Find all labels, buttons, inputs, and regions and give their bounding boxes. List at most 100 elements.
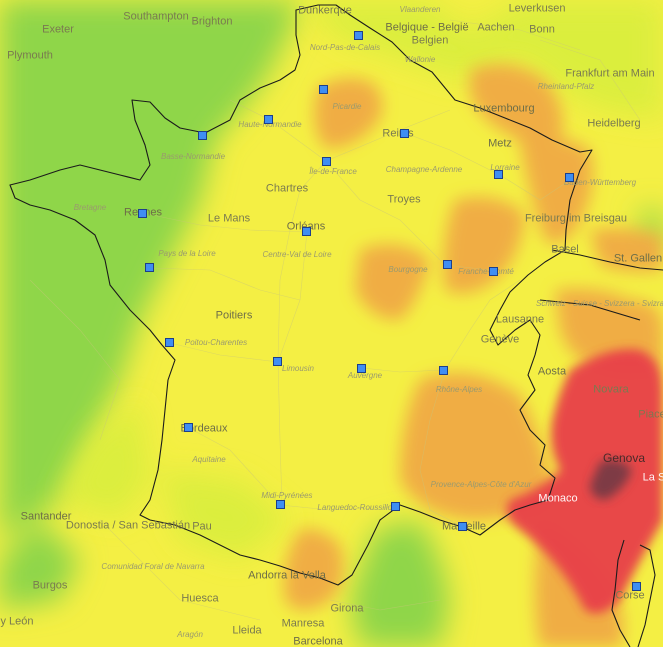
label-luxembourg: Luxembourg: [473, 102, 535, 115]
label-rhone-alpes: Rhône-Alpes: [435, 385, 483, 394]
label-st-gallen: St. Gallen: [613, 252, 663, 265]
label-piacenza: Piace: [638, 408, 663, 421]
fair-zone: [60, 0, 663, 560]
label-geneve: Genève: [480, 333, 520, 346]
label-burgos: Burgos: [32, 579, 68, 592]
label-franche-comte: Franche-Comté: [458, 267, 514, 276]
label-huesca: Huesca: [181, 592, 219, 605]
label-andorra: Andorra la Vella: [248, 569, 326, 582]
label-corse: Corse: [615, 589, 645, 602]
label-frankfurt: Frankfurt am Main: [565, 67, 655, 80]
label-schweiz: Schweiz - Suisse - Svizzera - Svizra: [535, 299, 663, 308]
station-marker[interactable]: [276, 500, 285, 509]
label-freiburg: Freiburg im Breisgau: [524, 212, 628, 225]
label-pays-de-la-loire: Pays de la Loire: [158, 249, 216, 258]
label-lorraine: Lorraine: [490, 163, 520, 172]
station-marker[interactable]: [489, 267, 498, 276]
label-genova: Genova: [602, 451, 646, 465]
label-basse-normandie: Basse-Normandie: [160, 152, 226, 161]
label-leon: y León: [0, 615, 34, 628]
label-dunkerque: Dunkerque: [298, 4, 352, 17]
label-bretagne: Bretagne: [73, 203, 107, 212]
label-lausanne: Lausanne: [495, 313, 545, 326]
label-exeter: Exeter: [42, 23, 74, 36]
swiss-border: [551, 249, 663, 271]
label-centre-val-de-loire: Centre-Val de Loire: [262, 250, 332, 259]
station-marker[interactable]: [145, 263, 154, 272]
label-troyes: Troyes: [387, 193, 421, 206]
label-nord-pas-de-calais: Nord-Pas-de-Calais: [309, 43, 381, 52]
station-marker[interactable]: [273, 357, 282, 366]
extremely-poor-zone: [590, 459, 632, 500]
label-ile-de-france: Île-de-France: [309, 167, 357, 176]
station-marker[interactable]: [138, 209, 147, 218]
station-marker[interactable]: [322, 157, 331, 166]
label-plymouth: Plymouth: [7, 49, 53, 62]
station-marker[interactable]: [443, 260, 452, 269]
label-novara: Novara: [593, 383, 629, 396]
label-southampton: Southampton: [123, 10, 189, 23]
label-champagne-ardenne: Champagne-Ardenne: [385, 165, 463, 174]
station-marker[interactable]: [319, 85, 328, 94]
label-reims: Reims: [382, 127, 414, 140]
station-marker[interactable]: [184, 423, 193, 432]
label-donostia: Donostia / San Sebastián: [65, 519, 191, 532]
label-picardie: Picardie: [332, 102, 362, 111]
label-brighton: Brighton: [191, 15, 233, 28]
station-marker[interactable]: [439, 366, 448, 375]
label-aragon: Aragón: [177, 630, 203, 639]
label-limousin: Limousin: [281, 364, 315, 373]
label-languedoc: Languedoc-Roussillon: [317, 503, 397, 512]
label-heidelberg: Heidelberg: [587, 117, 641, 130]
label-comunidad-foral: Comunidad Foral de Navarra: [101, 562, 205, 571]
station-marker[interactable]: [494, 170, 503, 179]
label-santander: Santander: [20, 510, 72, 523]
station-marker[interactable]: [302, 227, 311, 236]
label-poitou-charentes: Poitou-Charentes: [184, 338, 248, 347]
label-poitiers: Poitiers: [215, 309, 253, 322]
label-aachen: Aachen: [477, 21, 515, 34]
station-marker[interactable]: [458, 522, 467, 531]
label-aquitaine: Aquitaine: [192, 455, 226, 464]
label-provence: Provence-Alpes-Côte d'Azur: [430, 480, 532, 489]
label-wallonie: Wallonie: [404, 55, 436, 64]
label-orleans: Orléans: [287, 221, 326, 233]
corsica-coastline: [637, 544, 656, 647]
station-marker[interactable]: [198, 131, 207, 140]
label-metz: Metz: [488, 137, 512, 150]
label-bordeaux: Bordeaux: [180, 422, 228, 435]
very-poor-zone: [506, 349, 663, 614]
station-marker[interactable]: [632, 582, 641, 591]
label-bonn: Bonn: [529, 23, 555, 36]
label-lleida: Lleida: [232, 624, 262, 637]
label-monaco: Monaco: [538, 492, 578, 505]
station-marker[interactable]: [264, 115, 273, 124]
label-belgique: Belgique - België: [385, 21, 469, 34]
station-marker[interactable]: [400, 129, 409, 138]
label-haute-normandie: Haute-Normandie: [238, 120, 302, 129]
label-basel: Basel: [551, 243, 579, 256]
france-coastline: [9, 4, 593, 586]
station-marker[interactable]: [565, 173, 574, 182]
label-auvergne: Auvergne: [347, 371, 383, 380]
label-chartres: Chartres: [265, 182, 309, 195]
label-la-spezia: La S: [642, 471, 663, 484]
label-bourgogne: Bourgogne: [388, 265, 428, 274]
label-leverkusen: Leverkusen: [508, 2, 566, 15]
label-girona: Girona: [330, 602, 364, 615]
label-midi-pyrenees: Midi-Pyrénées: [261, 491, 313, 500]
label-aosta: Aosta: [537, 365, 567, 378]
label-manresa: Manresa: [281, 617, 325, 630]
station-marker[interactable]: [165, 338, 174, 347]
label-vlaanderen: Vlaanderen: [399, 5, 441, 14]
label-pau: Pau: [192, 520, 212, 533]
label-barcelona: Barcelona: [293, 635, 343, 647]
station-marker[interactable]: [391, 502, 400, 511]
station-marker[interactable]: [354, 31, 363, 40]
label-le-mans: Le Mans: [207, 212, 251, 225]
station-marker[interactable]: [357, 364, 366, 373]
